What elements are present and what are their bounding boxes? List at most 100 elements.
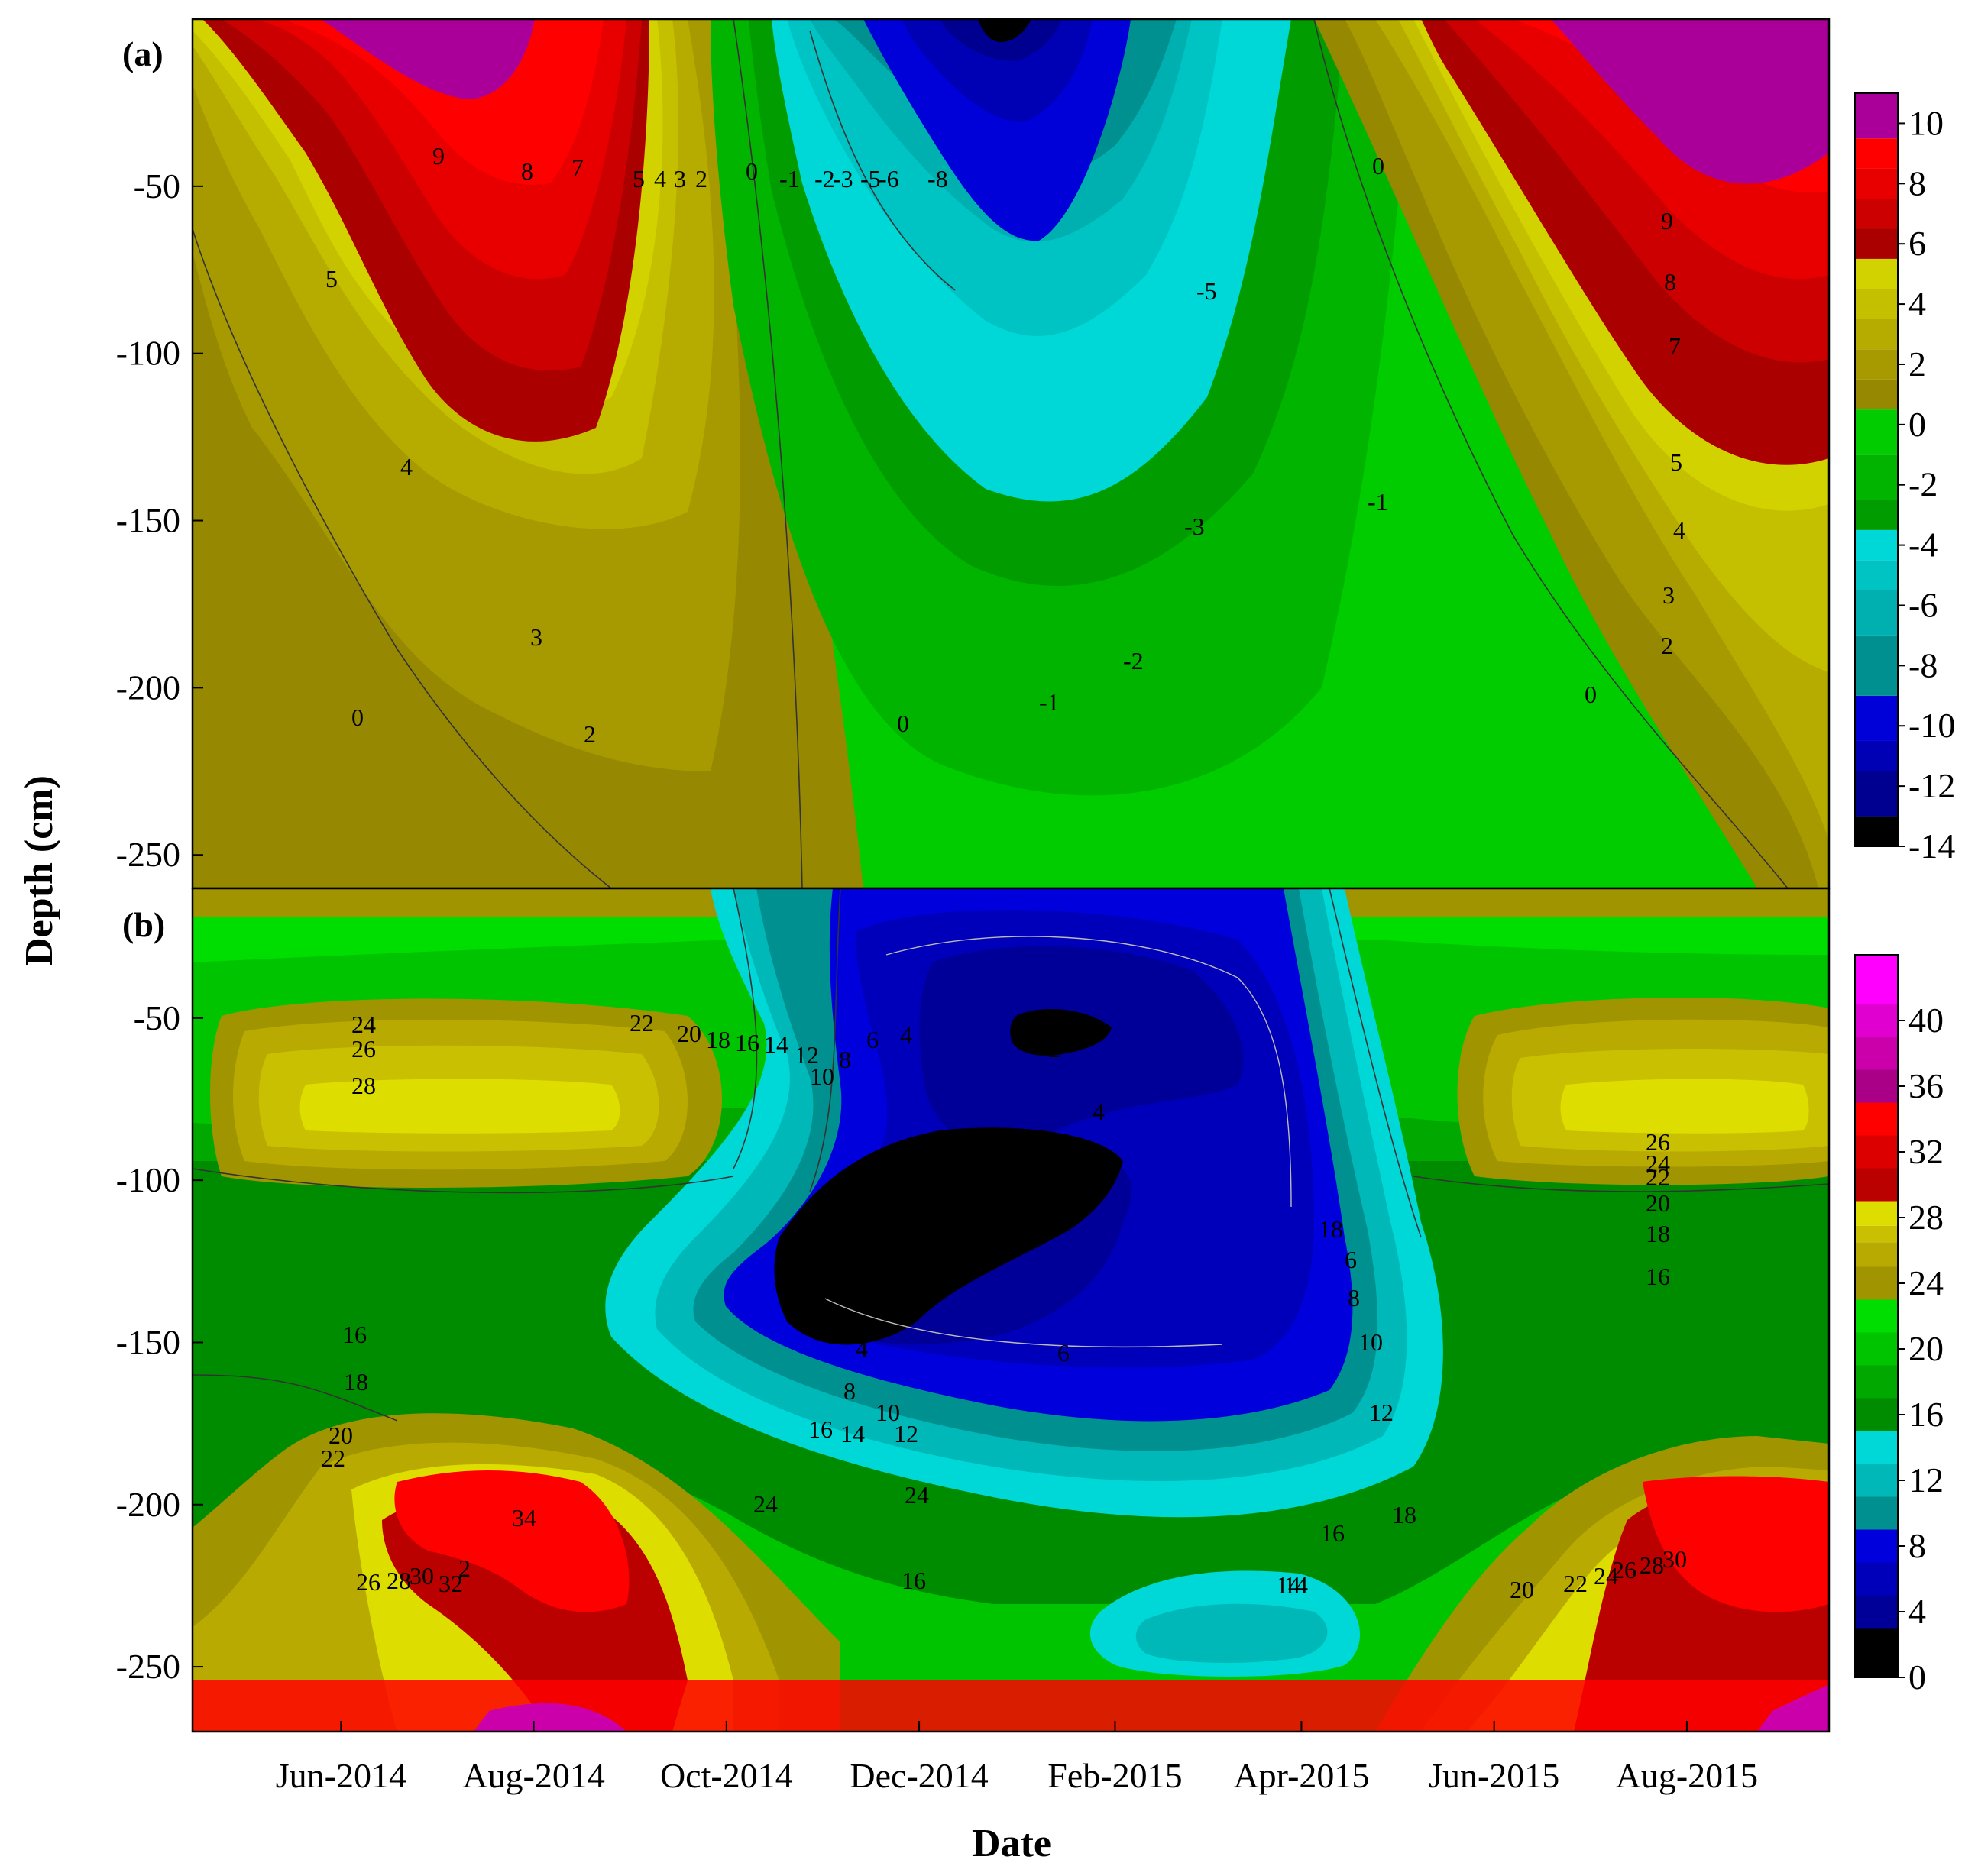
x-tick-label: Aug-2015: [1616, 1756, 1759, 1795]
colorbar-swatch: [1855, 168, 1898, 199]
colorbar-swatch: [1855, 1628, 1898, 1677]
contour-label: 4: [400, 453, 413, 480]
colorbar-swatch: [1855, 1595, 1898, 1629]
colorbar-swatch: [1855, 409, 1898, 455]
contour-label: 10: [810, 1063, 834, 1090]
contour-label: 3: [674, 165, 686, 192]
colorbar-tick-label: 24: [1908, 1263, 1944, 1302]
contour-label: 18: [706, 1026, 730, 1053]
colorbar-tick-label: 32: [1908, 1132, 1944, 1171]
contour-label: 9: [1661, 207, 1673, 234]
contour-label: 12: [1369, 1399, 1394, 1426]
colorbar-frame: [1854, 92, 1899, 847]
y-tick-label: -50: [134, 998, 180, 1037]
contour-label: 3: [1662, 581, 1675, 609]
contour-label: 2: [1048, 1035, 1060, 1063]
colorbar-swatch: [1855, 1242, 1898, 1267]
colorbar-swatch: [1855, 695, 1898, 741]
contour-label: 2: [1661, 632, 1673, 659]
contour-label: 10: [1358, 1328, 1383, 1356]
contour-label: 20: [329, 1422, 353, 1449]
y-axis-title: Depth (cm): [18, 775, 61, 966]
contour-label: 28: [387, 1567, 411, 1594]
panel-b-contour-labels: 24 26 28 22 20 18 16 14 12 10 8 6 4 2 4 …: [321, 1009, 1687, 1603]
colorbar-tick-label: 10: [1908, 103, 1944, 142]
contour-label: 30: [1662, 1545, 1687, 1573]
colorbar-swatch: [1855, 1365, 1898, 1399]
y-tick-label: -150: [116, 1322, 180, 1361]
contour-label: 6: [1057, 1339, 1070, 1367]
contour-label: -3: [833, 165, 853, 192]
contour-label: 3: [530, 623, 542, 651]
contour-label: 18: [1392, 1501, 1416, 1528]
contour-label: -2: [1123, 647, 1144, 674]
contour-label: 26: [351, 1035, 376, 1063]
x-axis: Jun-2014 Aug-2014 Oct-2014 Dec-2014 Feb-2015…: [276, 1721, 1758, 1795]
contour-label: 5: [1670, 448, 1682, 476]
contour-label: 7: [1669, 332, 1681, 360]
contour-label: 14: [840, 1420, 865, 1447]
colorbar-tick-label: -4: [1908, 526, 1938, 564]
colorbar-swatch: [1855, 1496, 1898, 1530]
colorbar-swatch: [1855, 1398, 1898, 1431]
y-tick-label: -100: [116, 1160, 180, 1199]
contour-label: -1: [1039, 688, 1060, 716]
panel-a-contour-labels: 9 8 7 5 4 3 2 0 -1 -2 -3 -5 -6 -8 5 4 3 …: [325, 142, 1685, 748]
colorbar-swatch: [1855, 1464, 1898, 1497]
colorbar-swatch: [1855, 740, 1898, 771]
colorbar-tick-label: 2: [1908, 344, 1926, 383]
contour-label: 20: [1646, 1189, 1670, 1217]
contour-label: 18: [344, 1368, 368, 1396]
contour-label: 16: [1646, 1263, 1670, 1290]
colorbar-swatch: [1855, 1529, 1898, 1563]
contour-label: 14: [764, 1030, 788, 1058]
colorbar-tick-label: 8: [1908, 163, 1926, 202]
colorbar-tick-label: 12: [1908, 1460, 1944, 1499]
contour-label: -6: [879, 165, 899, 192]
colorbar-swatch: [1855, 1168, 1898, 1202]
contour-label: 0: [1372, 152, 1384, 180]
contour-label: -2: [814, 165, 835, 192]
contour-label: 4: [654, 165, 666, 192]
colorbar-swatch: [1855, 1135, 1898, 1169]
contour-label: 24: [753, 1490, 778, 1518]
colorbar-tick-label: 16: [1908, 1395, 1944, 1434]
panel-b-frame: [191, 887, 1831, 1733]
colorbar-tick-label: 6: [1908, 224, 1926, 263]
y-tick-label: -250: [116, 1647, 180, 1686]
contour-label: 26: [356, 1568, 380, 1596]
contour-label: 16: [902, 1567, 926, 1594]
colorbar-swatch: [1855, 379, 1898, 410]
contour-label: 8: [843, 1377, 856, 1405]
colorbar-tick-label: -14: [1908, 826, 1955, 865]
contour-label: 34: [512, 1504, 536, 1532]
contour-label: 20: [1510, 1576, 1534, 1603]
colorbar-tick-label: 4: [1908, 1592, 1926, 1631]
colorbar-tick-label: 8: [1908, 1526, 1926, 1565]
contour-label: 22: [1563, 1570, 1588, 1597]
contour-label: 0: [1585, 681, 1597, 708]
colorbar-tick-label: 36: [1908, 1066, 1944, 1105]
colorbar-swatch: [1855, 289, 1898, 319]
contour-label: -1: [779, 165, 800, 192]
x-tick-label: Jun-2014: [276, 1756, 406, 1795]
contour-label: 32: [439, 1570, 463, 1597]
contour-label: 0: [897, 710, 909, 737]
colorbar-swatch: [1855, 955, 1898, 1004]
colorbar-swatch: [1855, 349, 1898, 380]
colorbar-swatch: [1855, 1037, 1898, 1070]
contour-label: -5: [1196, 277, 1217, 305]
x-tick-label: Apr-2015: [1233, 1756, 1369, 1795]
contour-label: 9: [432, 142, 445, 170]
contour-label: 8: [521, 157, 533, 185]
contour-label: 14: [1284, 1571, 1308, 1599]
contour-label: 16: [735, 1029, 759, 1056]
contour-label: 10: [876, 1399, 900, 1426]
colorbar-tick-label: -6: [1908, 585, 1938, 624]
colorbar-swatch: [1855, 1201, 1898, 1226]
contour-label: 30: [410, 1562, 434, 1590]
panel-a-colorbar: 10 8 6 4 2 0 -2 -4 -6 -8 -10 -12 -14: [1854, 92, 1955, 865]
colorbar-tick-label: 0: [1908, 1658, 1926, 1696]
contour-label: 12: [894, 1420, 918, 1447]
